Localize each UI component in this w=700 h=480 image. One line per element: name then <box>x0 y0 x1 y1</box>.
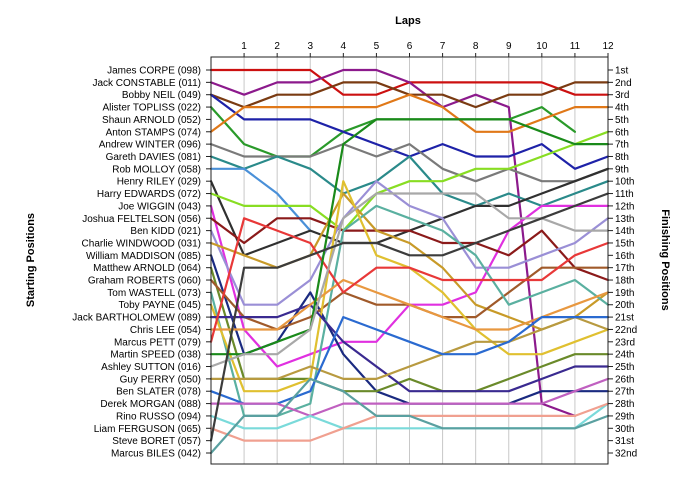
series-line-9 <box>209 167 312 232</box>
starting-position-label: Steve BORET (057) <box>112 436 201 447</box>
y-axis-title-left: Starting Positions <box>25 213 37 307</box>
finishing-position-label: 27th <box>615 387 634 398</box>
starting-position-label: Liam FERGUSON (065) <box>94 424 201 435</box>
starting-position-label: Chris LEE (054) <box>130 325 201 336</box>
series-line-11 <box>209 130 610 232</box>
starting-position-label: Rino RUSSO (094) <box>116 411 201 422</box>
x-tick-label: 1 <box>241 41 247 52</box>
finishing-position-label: 5th <box>615 115 629 126</box>
starting-position-label: Joe WIGGIN (043) <box>118 201 201 212</box>
starting-position-label: Marcus BILES (042) <box>111 449 201 460</box>
x-tick-label: 6 <box>407 41 413 52</box>
starting-position-label: Ben KIDD (021) <box>130 226 201 237</box>
series-line-14 <box>209 180 610 306</box>
x-tick-label: 12 <box>602 41 614 52</box>
y-axis-title-right: Finishing Positions <box>659 209 671 310</box>
finishing-position-label: 12th <box>615 201 634 212</box>
series-line-31 <box>209 192 610 442</box>
starting-position-label: James CORPE (098) <box>107 66 201 77</box>
starting-position-label: Alister TOPLISS (022) <box>102 103 201 114</box>
x-tick-label: 9 <box>506 41 512 52</box>
x-tick-label: 10 <box>536 41 548 52</box>
series-line-32 <box>209 377 610 455</box>
finishing-position-label: 15th <box>615 238 634 249</box>
x-tick-label: 4 <box>341 41 347 52</box>
finishing-position-label: 23rd <box>615 337 635 348</box>
series-line-23 <box>209 217 610 343</box>
series-line-2 <box>209 68 576 417</box>
finishing-position-label: 28th <box>615 399 634 410</box>
finishing-position-label: 21st <box>615 313 634 324</box>
starting-position-label: Henry RILEY (029) <box>117 177 201 188</box>
x-axis-title: Laps <box>395 15 421 27</box>
series-lines <box>209 68 610 455</box>
starting-position-label: Toby PAYNE (045) <box>119 300 201 311</box>
x-tick-label: 5 <box>374 41 380 52</box>
starting-position-label: Jack BARTHOLOMEW (089) <box>72 313 201 324</box>
x-tick-label: 7 <box>440 41 446 52</box>
starting-position-label: Andrew WINTER (096) <box>99 140 201 151</box>
finishing-position-label: 9th <box>615 164 629 175</box>
finishing-position-label: 26th <box>615 374 634 385</box>
starting-position-label: Tom WASTELL (073) <box>107 288 201 299</box>
starting-position-label: Charlie WINDWOOD (031) <box>82 238 201 249</box>
x-tick-label: 3 <box>307 41 313 52</box>
finishing-position-label: 17th <box>615 263 634 274</box>
starting-position-labels: James CORPE (098)Jack CONSTABLE (011)Bob… <box>72 66 211 460</box>
finishing-position-label: 6th <box>615 127 629 138</box>
starting-position-label: Bobby NEIL (049) <box>122 90 201 101</box>
series-line-13 <box>209 217 610 282</box>
finishing-position-label: 1st <box>615 66 629 77</box>
finishing-position-label: 19th <box>615 288 634 299</box>
finishing-position-label: 14th <box>615 226 634 237</box>
series-line-4 <box>209 106 576 158</box>
finishing-position-label: 8th <box>615 152 629 163</box>
starting-position-label: Matthew ARNOLD (064) <box>93 263 201 274</box>
finishing-position-label: 22nd <box>615 325 637 336</box>
finishing-position-label: 13th <box>615 214 634 225</box>
finishing-position-label: 29th <box>615 411 634 422</box>
finishing-position-label: 20th <box>615 300 634 311</box>
x-tick-label: 2 <box>274 41 280 52</box>
starting-position-label: Marcus PETT (079) <box>114 337 201 348</box>
finishing-position-label: 4th <box>615 103 629 114</box>
finishing-position-label: 2nd <box>615 78 632 89</box>
finishing-position-label: 11th <box>615 189 634 200</box>
series-line-26 <box>209 316 610 380</box>
starting-position-label: Ashley SUTTON (016) <box>101 362 201 373</box>
series-line-28 <box>209 377 610 417</box>
finishing-position-label: 25th <box>615 362 634 373</box>
starting-position-label: Gareth DAVIES (081) <box>106 152 201 163</box>
starting-position-label: Harry EDWARDS (072) <box>97 189 201 200</box>
finishing-position-label: 32nd <box>615 449 637 460</box>
starting-position-label: Shaun ARNOLD (052) <box>102 115 201 126</box>
x-tick-label: 8 <box>473 41 479 52</box>
x-ticks: 1 2 3 4 5 6 7 8 9 10 11 12 <box>241 41 614 57</box>
finishing-position-label: 16th <box>615 251 634 262</box>
finishing-position-label: 10th <box>615 177 634 188</box>
starting-position-label: Rob MOLLOY (058) <box>112 164 201 175</box>
starting-position-label: Martin SPEED (038) <box>110 350 201 361</box>
series-line-24 <box>209 118 610 356</box>
starting-position-label: Joshua FELTELSON (056) <box>82 214 201 225</box>
starting-position-label: Ben SLATER (078) <box>116 387 201 398</box>
x-tick-label: 11 <box>570 41 581 52</box>
starting-position-label: Guy PERRY (050) <box>120 374 201 385</box>
starting-position-label: Derek MORGAN (088) <box>100 399 201 410</box>
finishing-position-label: 31st <box>615 436 634 447</box>
finishing-position-label: 3rd <box>615 90 629 101</box>
finishing-position-label: 30th <box>615 424 634 435</box>
starting-position-label: Graham ROBERTS (060) <box>88 276 201 287</box>
series-line-6 <box>209 93 610 133</box>
starting-position-label: Anton STAMPS (074) <box>106 127 201 138</box>
finishing-position-label: 18th <box>615 276 634 287</box>
starting-position-label: Jack CONSTABLE (011) <box>92 78 201 89</box>
starting-position-label: William MADDISON (085) <box>86 251 201 262</box>
finishing-position-label: 24th <box>615 350 634 361</box>
series-line-21 <box>209 303 610 393</box>
finishing-position-label: 7th <box>615 140 629 151</box>
